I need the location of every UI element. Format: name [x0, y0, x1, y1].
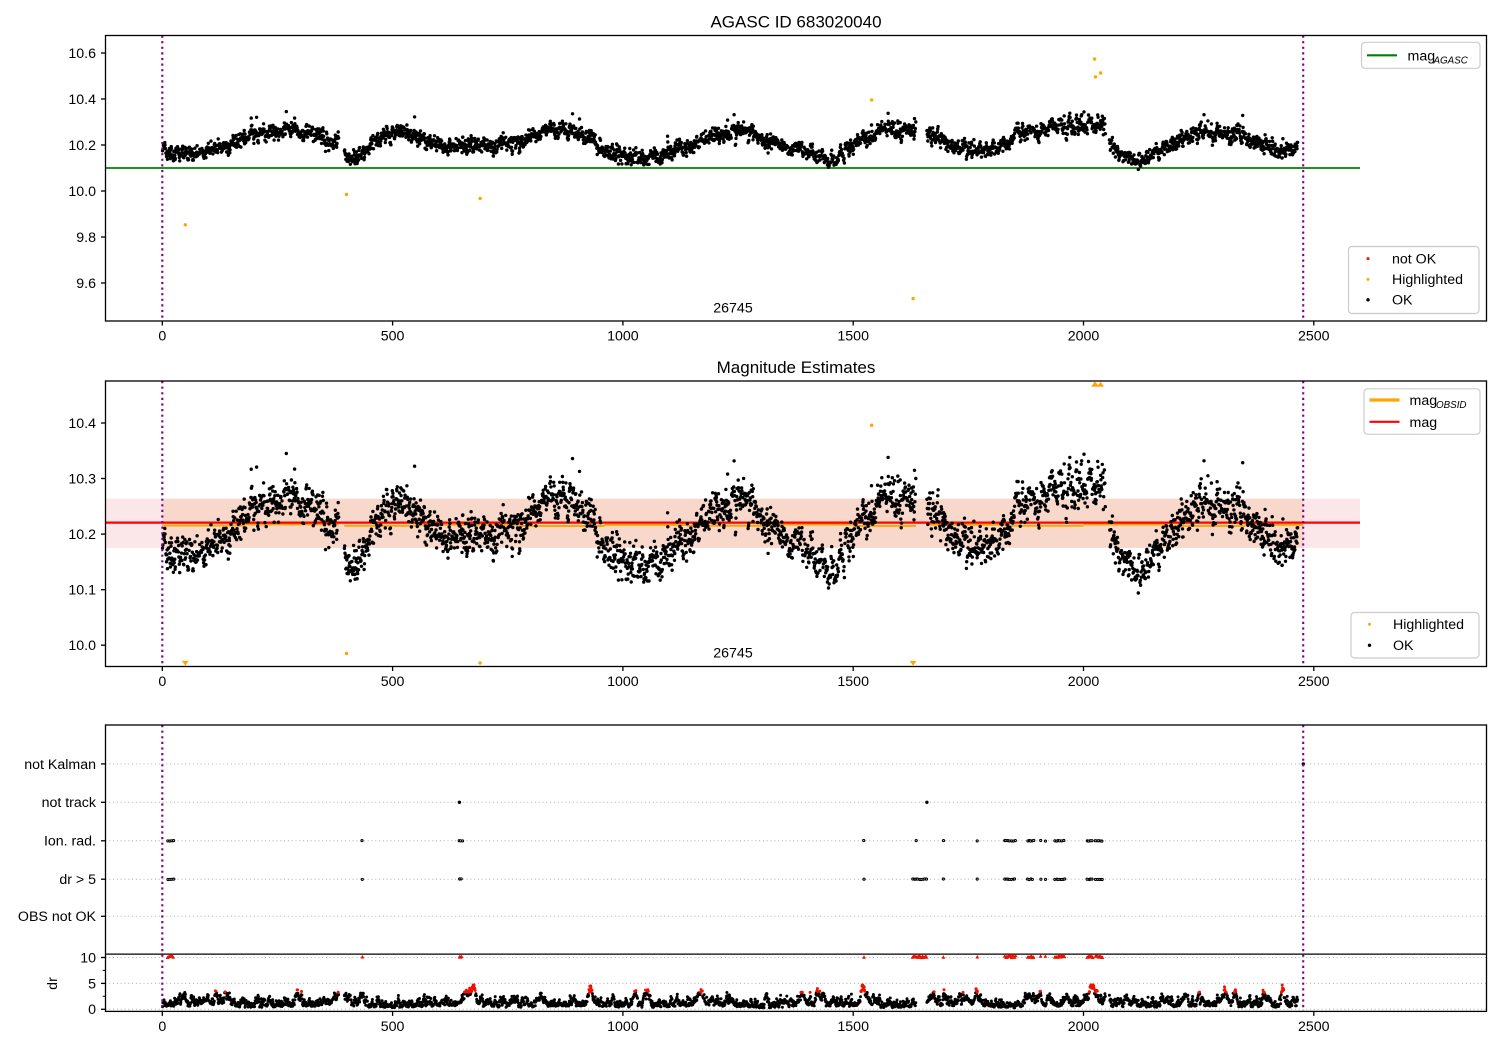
svg-text:OK: OK	[1393, 638, 1414, 654]
svg-text:Highlighted: Highlighted	[1393, 617, 1464, 633]
svg-text:mag: mag	[1410, 393, 1438, 409]
svg-text:OBSID: OBSID	[1436, 400, 1467, 411]
svg-text:0: 0	[158, 674, 166, 690]
svg-text:2000: 2000	[1068, 1019, 1100, 1035]
svg-text:1500: 1500	[837, 329, 869, 345]
svg-text:Ion. rad.: Ion. rad.	[44, 834, 96, 850]
svg-text:9.6: 9.6	[76, 276, 96, 292]
svg-text:Highlighted: Highlighted	[1392, 272, 1463, 288]
svg-text:not OK: not OK	[1392, 251, 1437, 267]
svg-text:mag: mag	[1410, 415, 1438, 431]
svg-text:1000: 1000	[607, 674, 639, 690]
svg-text:26745: 26745	[713, 646, 753, 662]
svg-text:dr: dr	[45, 977, 61, 990]
svg-text:0: 0	[158, 1019, 166, 1035]
svg-text:1500: 1500	[837, 1019, 869, 1035]
svg-text:2500: 2500	[1298, 674, 1330, 690]
svg-text:5: 5	[88, 976, 96, 992]
svg-text:dr > 5: dr > 5	[59, 872, 96, 888]
svg-text:10: 10	[80, 950, 96, 966]
svg-text:2500: 2500	[1298, 1019, 1330, 1035]
svg-text:not track: not track	[42, 795, 97, 811]
svg-text:10.2: 10.2	[68, 138, 96, 154]
svg-text:2000: 2000	[1068, 329, 1100, 345]
svg-text:9.8: 9.8	[76, 230, 96, 246]
svg-text:10.6: 10.6	[68, 46, 96, 62]
svg-text:10.3: 10.3	[68, 471, 96, 487]
svg-text:26745: 26745	[713, 301, 753, 317]
svg-text:10.4: 10.4	[68, 92, 96, 108]
svg-text:OK: OK	[1392, 293, 1413, 309]
svg-text:1500: 1500	[837, 674, 869, 690]
svg-text:not Kalman: not Kalman	[24, 757, 96, 773]
svg-text:Magnitude Estimates: Magnitude Estimates	[717, 358, 876, 377]
svg-text:500: 500	[381, 1019, 405, 1035]
svg-text:0: 0	[158, 329, 166, 345]
svg-text:500: 500	[381, 674, 405, 690]
svg-text:10.4: 10.4	[68, 416, 96, 432]
svg-text:10.0: 10.0	[68, 184, 96, 200]
svg-text:AGASC: AGASC	[1433, 55, 1469, 66]
svg-text:1000: 1000	[607, 1019, 639, 1035]
svg-text:OBS not OK: OBS not OK	[18, 909, 97, 925]
svg-text:10.0: 10.0	[68, 638, 96, 654]
svg-text:1000: 1000	[607, 329, 639, 345]
svg-text:500: 500	[381, 329, 405, 345]
svg-text:mag: mag	[1408, 48, 1436, 64]
svg-text:2500: 2500	[1298, 329, 1330, 345]
svg-text:0: 0	[88, 1002, 96, 1018]
svg-text:10.1: 10.1	[68, 583, 96, 599]
svg-text:10.2: 10.2	[68, 527, 96, 543]
svg-text:2000: 2000	[1068, 674, 1100, 690]
svg-text:AGASC ID 683020040: AGASC ID 683020040	[710, 13, 881, 32]
